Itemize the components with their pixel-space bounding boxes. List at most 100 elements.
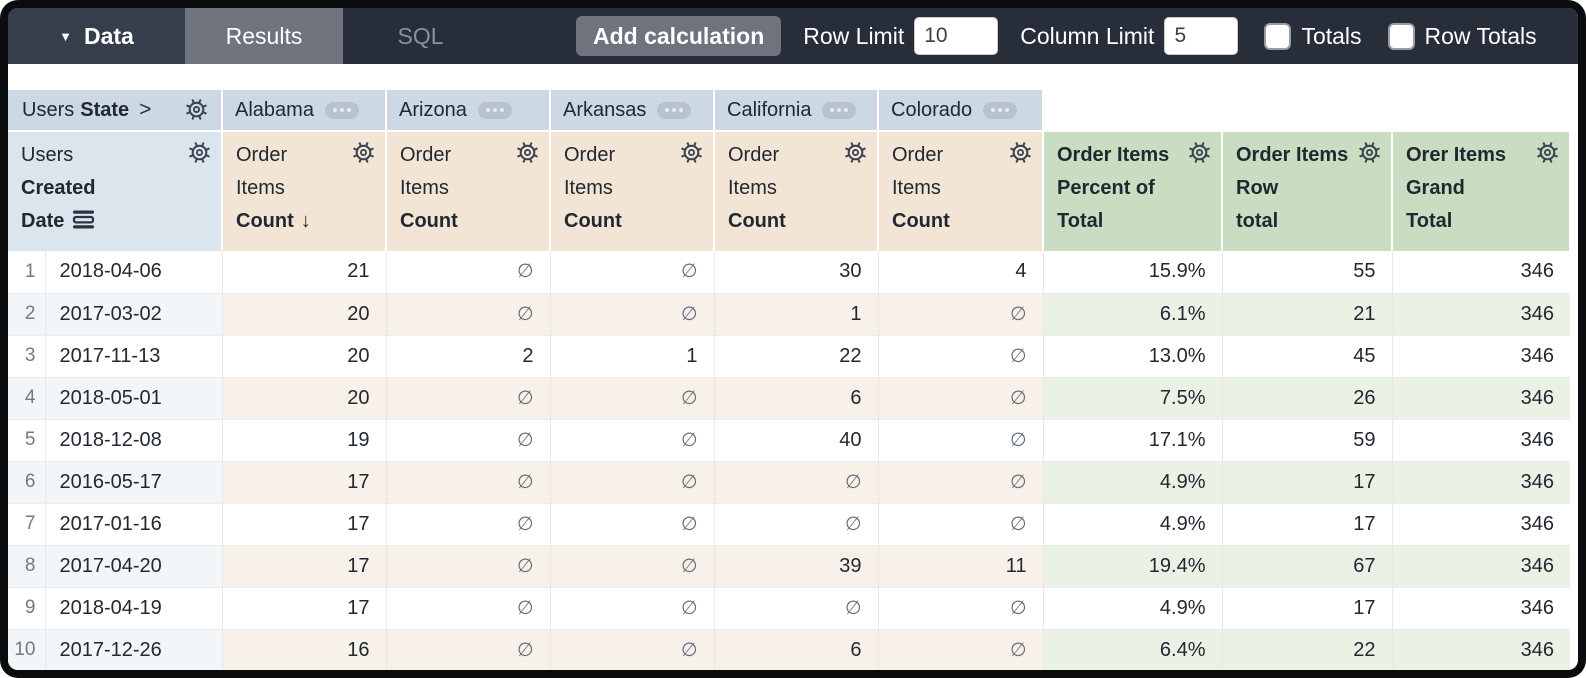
calculation-cell[interactable]: 346 <box>1392 251 1570 294</box>
gear-icon[interactable] <box>1188 141 1211 164</box>
tab-sql[interactable]: SQL <box>397 22 444 49</box>
count-cell[interactable]: 6 <box>714 377 879 420</box>
calculation-header[interactable]: Order Items Row total <box>1222 131 1393 251</box>
sort-desc-icon[interactable]: ↓ <box>300 210 311 232</box>
count-cell[interactable]: ∅ <box>714 503 879 546</box>
count-cell[interactable]: ∅ <box>714 461 879 504</box>
count-cell[interactable]: ∅ <box>878 587 1044 630</box>
created-date-cell[interactable]: 2018-12-08 <box>45 419 223 462</box>
count-cell[interactable]: ∅ <box>386 293 551 336</box>
measure-header-order-items-count[interactable]: Order Items Count <box>878 131 1044 251</box>
count-cell[interactable]: ∅ <box>878 629 1044 670</box>
ellipsis-menu-icon[interactable] <box>822 101 857 119</box>
data-panel-toggle[interactable]: ▼ Data <box>8 8 185 64</box>
count-cell[interactable]: ∅ <box>550 587 715 630</box>
calculation-cell[interactable]: 346 <box>1392 629 1570 670</box>
count-cell[interactable]: 22 <box>714 335 879 378</box>
created-date-cell[interactable]: 2017-01-16 <box>45 503 223 546</box>
count-cell[interactable]: ∅ <box>550 419 715 462</box>
calculation-cell[interactable]: 45 <box>1222 335 1393 378</box>
calculation-cell[interactable]: 26 <box>1222 377 1393 420</box>
row-totals-checkbox[interactable] <box>1387 22 1415 50</box>
calculation-cell[interactable]: 346 <box>1392 419 1570 462</box>
count-cell[interactable]: ∅ <box>878 503 1044 546</box>
calculation-cell[interactable]: 4.9% <box>1043 503 1223 546</box>
count-cell[interactable]: ∅ <box>550 293 715 336</box>
calculation-cell[interactable]: 17 <box>1222 587 1393 630</box>
count-cell[interactable]: 1 <box>714 293 879 336</box>
count-cell[interactable]: 40 <box>714 419 879 462</box>
created-date-cell[interactable]: 2017-12-26 <box>45 629 223 670</box>
calculation-cell[interactable]: 6.1% <box>1043 293 1223 336</box>
calculation-cell[interactable]: 7.5% <box>1043 377 1223 420</box>
count-cell[interactable]: 17 <box>222 461 387 504</box>
pivot-value-header[interactable]: California <box>714 90 879 132</box>
created-date-cell[interactable]: 2017-11-13 <box>45 335 223 378</box>
count-cell[interactable]: ∅ <box>386 545 551 588</box>
measure-header-order-items-count[interactable]: Order Items Count <box>386 131 551 251</box>
count-cell[interactable]: ∅ <box>550 629 715 670</box>
calculation-cell[interactable]: 4.9% <box>1043 461 1223 504</box>
count-cell[interactable]: ∅ <box>550 461 715 504</box>
pivot-dimension-header[interactable]: Users State > <box>8 90 223 132</box>
calculation-cell[interactable]: 17.1% <box>1043 419 1223 462</box>
count-cell[interactable]: ∅ <box>386 251 551 294</box>
measure-header-order-items-count[interactable]: Order Items Count ↓ <box>222 131 387 251</box>
ellipsis-menu-icon[interactable] <box>983 101 1018 119</box>
gear-icon[interactable] <box>1358 141 1381 164</box>
count-cell[interactable]: ∅ <box>550 251 715 294</box>
add-calculation-button[interactable]: Add calculation <box>576 16 782 56</box>
gear-icon[interactable] <box>188 141 211 164</box>
row-limit-input[interactable] <box>914 17 999 55</box>
count-cell[interactable]: 20 <box>222 335 387 378</box>
count-cell[interactable]: ∅ <box>878 419 1044 462</box>
count-cell[interactable]: ∅ <box>386 461 551 504</box>
calculation-cell[interactable]: 346 <box>1392 377 1570 420</box>
count-cell[interactable]: 17 <box>222 587 387 630</box>
count-cell[interactable]: 19 <box>222 419 387 462</box>
count-cell[interactable]: ∅ <box>386 419 551 462</box>
measure-header-order-items-count[interactable]: Order Items Count <box>714 131 879 251</box>
gear-icon[interactable] <box>680 141 703 164</box>
calculation-header[interactable]: Orer Items Grand Total <box>1392 131 1571 251</box>
calculation-cell[interactable]: 17 <box>1222 503 1393 546</box>
count-cell[interactable]: ∅ <box>878 461 1044 504</box>
ellipsis-menu-icon[interactable] <box>477 101 512 119</box>
gear-icon[interactable] <box>1536 141 1559 164</box>
count-cell[interactable]: 4 <box>878 251 1044 294</box>
calculation-cell[interactable]: 55 <box>1222 251 1393 294</box>
created-date-cell[interactable]: 2017-04-20 <box>45 545 223 588</box>
count-cell[interactable]: 2 <box>386 335 551 378</box>
ellipsis-menu-icon[interactable] <box>657 101 692 119</box>
calculation-cell[interactable]: 13.0% <box>1043 335 1223 378</box>
users-created-date-header[interactable]: Users Created Date <box>8 131 223 251</box>
pivot-value-header[interactable]: Colorado <box>878 90 1044 132</box>
calculation-cell[interactable]: 346 <box>1392 503 1570 546</box>
count-cell[interactable]: ∅ <box>878 335 1044 378</box>
pivot-value-header[interactable]: Arizona <box>386 90 551 132</box>
count-cell[interactable]: ∅ <box>550 377 715 420</box>
ellipsis-menu-icon[interactable] <box>324 101 359 119</box>
count-cell[interactable]: 30 <box>714 251 879 294</box>
calculation-cell[interactable]: 19.4% <box>1043 545 1223 588</box>
calculation-cell[interactable]: 346 <box>1392 545 1570 588</box>
count-cell[interactable]: ∅ <box>878 377 1044 420</box>
calculation-header[interactable]: Order Items Percent of Total <box>1043 131 1223 251</box>
count-cell[interactable]: ∅ <box>550 503 715 546</box>
count-cell[interactable]: 17 <box>222 545 387 588</box>
calculation-cell[interactable]: 346 <box>1392 461 1570 504</box>
measure-header-order-items-count[interactable]: Order Items Count <box>550 131 715 251</box>
gear-icon[interactable] <box>352 141 375 164</box>
count-cell[interactable]: ∅ <box>550 545 715 588</box>
pivot-value-header[interactable]: Alabama <box>222 90 387 132</box>
created-date-cell[interactable]: 2018-04-19 <box>45 587 223 630</box>
count-cell[interactable]: 20 <box>222 293 387 336</box>
calculation-cell[interactable]: 6.4% <box>1043 629 1223 670</box>
count-cell[interactable]: 6 <box>714 629 879 670</box>
tab-results[interactable]: Results <box>185 8 343 64</box>
calculation-cell[interactable]: 346 <box>1392 335 1570 378</box>
count-cell[interactable]: 21 <box>222 251 387 294</box>
calculation-cell[interactable]: 15.9% <box>1043 251 1223 294</box>
count-cell[interactable]: 17 <box>222 503 387 546</box>
gear-icon[interactable] <box>1009 141 1032 164</box>
